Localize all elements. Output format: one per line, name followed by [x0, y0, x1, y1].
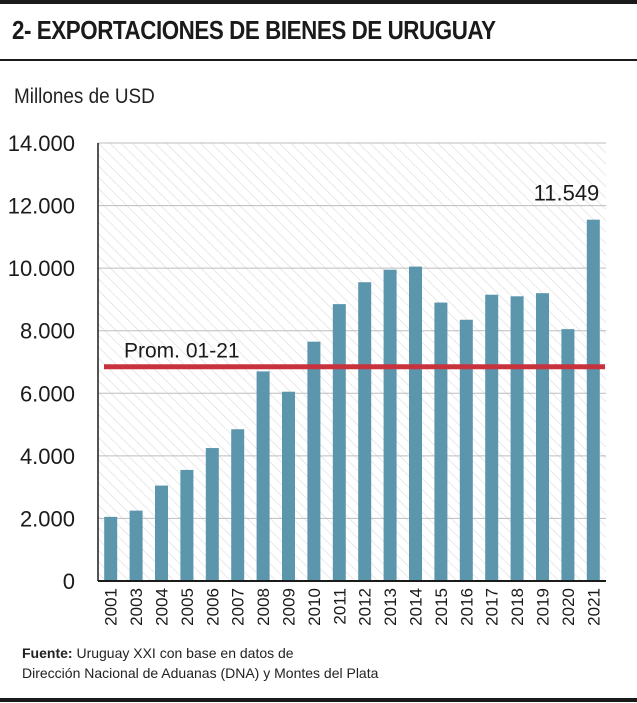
x-tick-label: 2003	[127, 588, 146, 626]
bar	[510, 296, 524, 581]
source-line-2: Dirección Nacional de Aduanas (DNA) y Mo…	[22, 665, 379, 681]
top-rule	[0, 0, 637, 4]
y-tick-label: 6.000	[20, 381, 75, 406]
bar	[332, 304, 346, 581]
bar	[561, 329, 575, 581]
bar	[129, 510, 143, 581]
x-tick-label: 2017	[483, 588, 502, 626]
bar	[586, 219, 600, 582]
source-label: Fuente:	[22, 645, 73, 661]
bar	[205, 448, 219, 581]
x-tick-label: 2015	[432, 588, 451, 626]
y-tick-label: 4.000	[20, 444, 75, 469]
bar	[256, 371, 270, 581]
y-tick-label: 2.000	[20, 506, 75, 531]
x-tick-label: 2010	[305, 588, 324, 626]
source-note: Fuente: Uruguay XXI con base en datos de…	[22, 643, 378, 683]
y-axis-unit-label: Millones de USD	[14, 85, 155, 108]
bar	[358, 282, 372, 581]
y-axis-ticks: 0 2.000 4.000 6.000 8.000 10.000 12.000 14.000	[8, 131, 75, 594]
x-tick-label: 2016	[457, 588, 476, 626]
bar	[485, 294, 499, 581]
exports-bar-chart: 02.0004.0006.0008.00010.00012.00014.000 …	[8, 131, 606, 626]
x-tick-label: 2019	[534, 588, 553, 626]
x-tick-label: 2011	[330, 588, 349, 625]
average-line-label: Prom. 01-21	[124, 340, 240, 363]
x-tick-label: 2009	[280, 588, 299, 626]
x-tick-label: 2005	[178, 588, 197, 626]
bar	[231, 429, 245, 581]
bar	[307, 341, 321, 581]
x-tick-label: 2001	[102, 588, 121, 626]
bottom-rule	[0, 698, 637, 702]
bar	[180, 469, 194, 581]
chart-title: 2- EXPORTACIONES DE BIENES DE URUGUAY	[12, 15, 496, 45]
x-tick-label: 2012	[356, 588, 375, 626]
bar	[434, 302, 448, 581]
x-tick-label: 2013	[381, 588, 400, 626]
y-tick-label: 14.000	[8, 131, 75, 156]
x-tick-label: 2018	[508, 588, 527, 626]
bar	[155, 485, 168, 581]
x-tick-label: 2008	[254, 588, 273, 626]
x-axis-ticks: 2001 2003 2004 2005 2006 2007 2008 2009 2010 2011…	[102, 588, 604, 626]
x-tick-label: 2020	[559, 588, 578, 626]
bar	[536, 293, 549, 581]
y-tick-label: 10.000	[8, 256, 75, 281]
x-tick-label: 2004	[153, 588, 172, 626]
y-tick-label: 8.000	[20, 319, 75, 344]
bar	[282, 391, 295, 581]
x-tick-label: 2014	[407, 588, 426, 626]
y-tick-label: 12.000	[8, 194, 75, 219]
source-line-1: Uruguay XXI con base en datos de	[76, 645, 294, 661]
annotations: 11.549	[534, 181, 600, 206]
x-tick-label: 2021	[584, 588, 603, 626]
x-tick-label: 2006	[203, 588, 222, 626]
title-rule	[0, 59, 637, 61]
y-tick-label: 0	[63, 569, 75, 594]
data-label-2021: 11.549	[534, 181, 600, 206]
bar	[409, 266, 422, 581]
bar	[459, 319, 473, 581]
bar	[104, 516, 118, 581]
bar	[383, 269, 397, 581]
x-tick-label: 2007	[229, 588, 248, 626]
